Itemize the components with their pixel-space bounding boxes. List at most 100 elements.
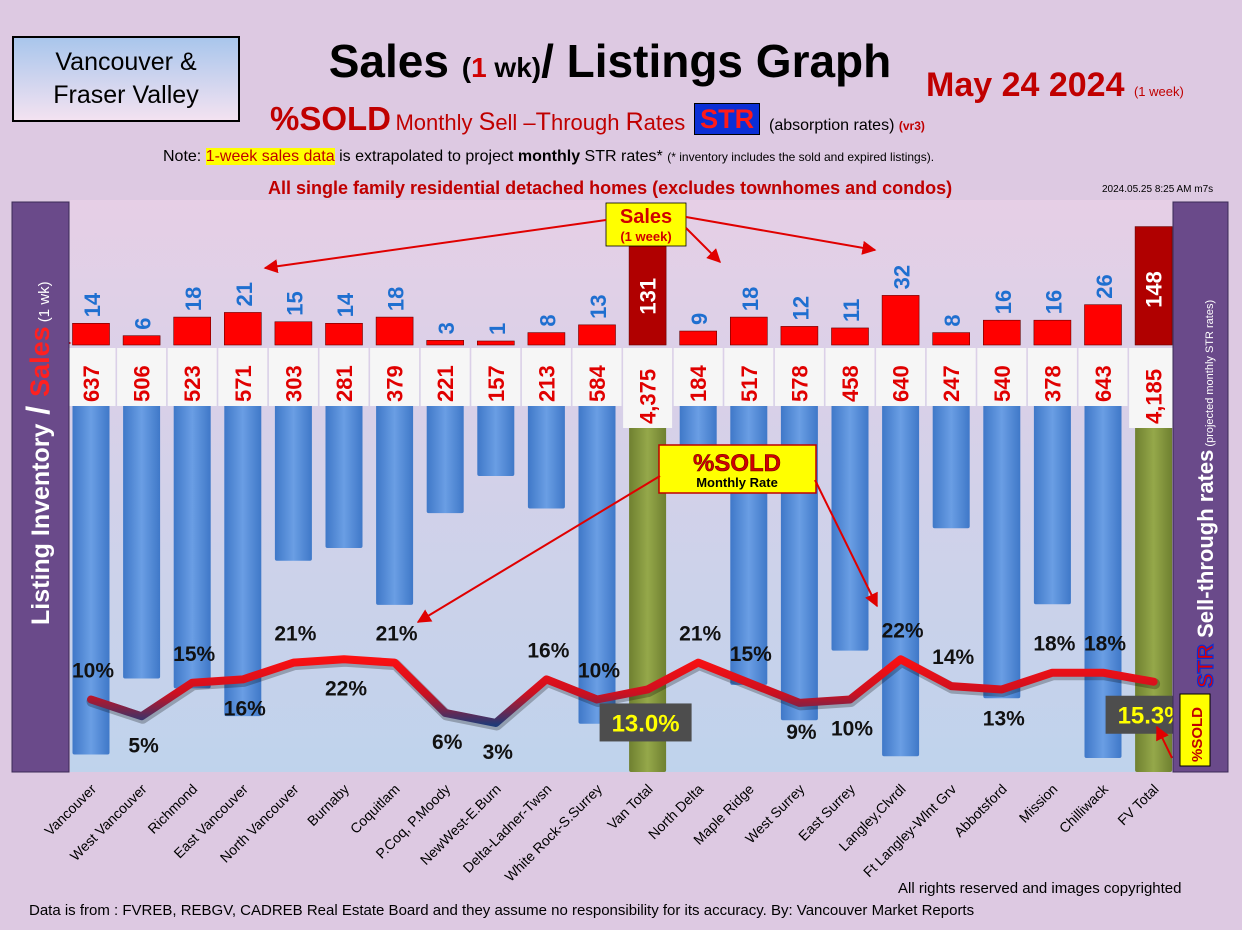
sales-value-north-delta: 9 — [687, 313, 712, 325]
note-prefix: Note: — [163, 148, 206, 165]
inventory-bar-coquitlam — [376, 350, 414, 605]
listing-value-vancouver: 637 — [79, 365, 104, 402]
listing-box-west-vancouver — [117, 348, 167, 406]
subtitle-pct: %SOLD — [270, 100, 392, 137]
listing-box-delta-ladner-twsn — [521, 348, 571, 406]
pct-label-coquitlam: 21% — [376, 623, 418, 646]
listing-value-west-vancouver: 506 — [130, 365, 155, 402]
x-label-burnaby: Burnaby — [304, 781, 352, 829]
sales-value-east-surrey: 11 — [839, 299, 864, 322]
listing-box-north-vancouver — [268, 348, 318, 406]
pct-label-langley-clvrdl: 22% — [882, 619, 924, 642]
inventory-bar-west-surrey — [780, 350, 818, 721]
sales-bar-maple-ridge — [729, 316, 768, 346]
listing-value-delta-ladner-twsn: 213 — [534, 365, 559, 402]
listing-box-langley-clvrdl — [876, 348, 926, 406]
title-paren: (1 wk) — [462, 52, 541, 83]
inventory-bar-langley-clvrdl — [882, 350, 920, 757]
pct-label-north-vancouver: 21% — [274, 623, 316, 646]
sales-bar-north-vancouver — [274, 321, 313, 346]
x-label-chilliwack: Chilliwack — [1056, 780, 1112, 836]
inventory-bar-abbotsford — [983, 350, 1021, 699]
sales-bar-east-surrey — [831, 327, 869, 346]
region-line2: Fraser Valley — [53, 81, 199, 109]
sales-value-fv-total: 148 — [1142, 271, 1167, 308]
sold-arrow-right — [814, 479, 878, 608]
x-label-fv-total: FV Total — [1114, 781, 1161, 828]
listing-value-white-rock-s-surrey: 584 — [585, 365, 610, 402]
region-box: Vancouver & Fraser Valley — [12, 36, 240, 122]
pct-label-vancouver: 10% — [72, 660, 114, 683]
note-small: (* inventory includes the sold and expir… — [667, 150, 935, 164]
sales-bar-north-delta — [679, 330, 718, 346]
pct-label-abbotsford: 13% — [983, 707, 1025, 730]
timestamp: 2024.05.25 8:25 AM m7s — [1102, 184, 1214, 195]
listing-box-coquitlam — [370, 348, 420, 406]
sales-arrow-left — [263, 219, 607, 274]
sales-bar-p-coq-p-moody — [426, 340, 465, 346]
listing-box-maple-ridge — [724, 348, 774, 406]
left-axis-sales: Sales — [25, 326, 55, 397]
inventory-bar-van-total — [629, 350, 667, 772]
sales-bar-van-total — [628, 239, 667, 346]
sold-callout-sub: Monthly Rate — [696, 475, 778, 490]
x-label-ft-langley-wlnt-grv: Ft Langley-Wlnt Grv — [860, 781, 959, 880]
listing-value-burnaby: 281 — [332, 365, 357, 402]
listing-value-mission: 378 — [1040, 365, 1065, 402]
note-bold: monthly — [517, 148, 581, 165]
listing-box-burnaby — [319, 348, 369, 406]
listing-box-p-coq-p-moody — [420, 348, 470, 406]
pct-label-chilliwack: 18% — [1084, 633, 1126, 656]
right-axis-text: Sell-through rates — [1193, 450, 1218, 644]
inventory-bar-mission — [1033, 350, 1071, 605]
date-note: (1 week) — [1133, 84, 1184, 99]
region-line1: Vancouver & — [55, 48, 197, 76]
sales-bar-richmond — [173, 316, 211, 346]
x-label-delta-ladner-twsn: Delta-Ladner-Twsn — [460, 781, 555, 876]
right-axis-str: STR — [1193, 644, 1218, 688]
listing-value-west-surrey: 578 — [787, 365, 812, 402]
sales-value-north-vancouver: 15 — [282, 291, 307, 315]
subtitle-ell: ell – — [495, 110, 536, 135]
sales-value-langley-clvrdl: 32 — [890, 265, 915, 289]
pct-label-newwest-e-burn: 3% — [483, 741, 514, 764]
sales-value-burnaby: 14 — [333, 292, 358, 317]
title-paren-num: 1 — [471, 52, 487, 83]
listing-value-p-coq-p-moody: 221 — [433, 365, 458, 402]
left-axis-label: Listing Inventory / Sales (1 wk) — [20, 281, 56, 625]
pct-label-east-surrey: 10% — [831, 718, 873, 741]
footer-source: Data is from : FVREB, REBGV, CADREB Real… — [29, 902, 975, 919]
listing-box-north-delta — [673, 348, 723, 406]
pct-label-white-rock-s-surrey: 10% — [578, 660, 620, 683]
sales-bar-ft-langley-wlnt-grv — [932, 332, 971, 346]
sales-value-west-surrey: 12 — [788, 296, 813, 320]
sales-value-mission: 16 — [1041, 290, 1066, 314]
sales-bar-langley-clvrdl — [881, 295, 920, 346]
right-axis-panel — [1172, 201, 1229, 773]
sales-value-white-rock-s-surrey: 13 — [586, 294, 611, 318]
listing-box-richmond — [167, 348, 217, 406]
sales-value-van-total: 131 — [636, 278, 661, 315]
inventory-bar-east-vancouver — [224, 350, 262, 717]
x-label-white-rock-s-surrey: White Rock-S.Surrey — [501, 781, 605, 885]
sales-bar-vancouver — [72, 322, 110, 346]
sales-bar-coquitlam — [375, 316, 414, 346]
sales-value-delta-ladner-twsn: 8 — [535, 314, 560, 326]
listing-box-east-vancouver — [218, 348, 268, 406]
sales-value-newwest-e-burn: 1 — [485, 323, 510, 335]
listing-value-richmond: 523 — [180, 365, 205, 402]
inventory-bar-white-rock-s-surrey — [578, 350, 616, 724]
left-axis-slash: / — [20, 397, 56, 424]
sales-callout-label: Sales — [620, 206, 672, 228]
x-label-mission: Mission — [1016, 781, 1061, 826]
report-date: May 24 2024 (1 week) — [926, 66, 1184, 105]
inventory-bar-maple-ridge — [730, 350, 768, 685]
inventory-bar-east-surrey — [831, 350, 869, 651]
inventory-bar-west-vancouver — [123, 350, 161, 679]
pct-label-east-vancouver: 16% — [224, 697, 266, 720]
sales-bar-mission — [1033, 319, 1072, 346]
title-paren-close: wk) — [486, 52, 542, 83]
listing-box-west-surrey — [774, 348, 824, 406]
inventory-bar-richmond — [173, 350, 211, 689]
